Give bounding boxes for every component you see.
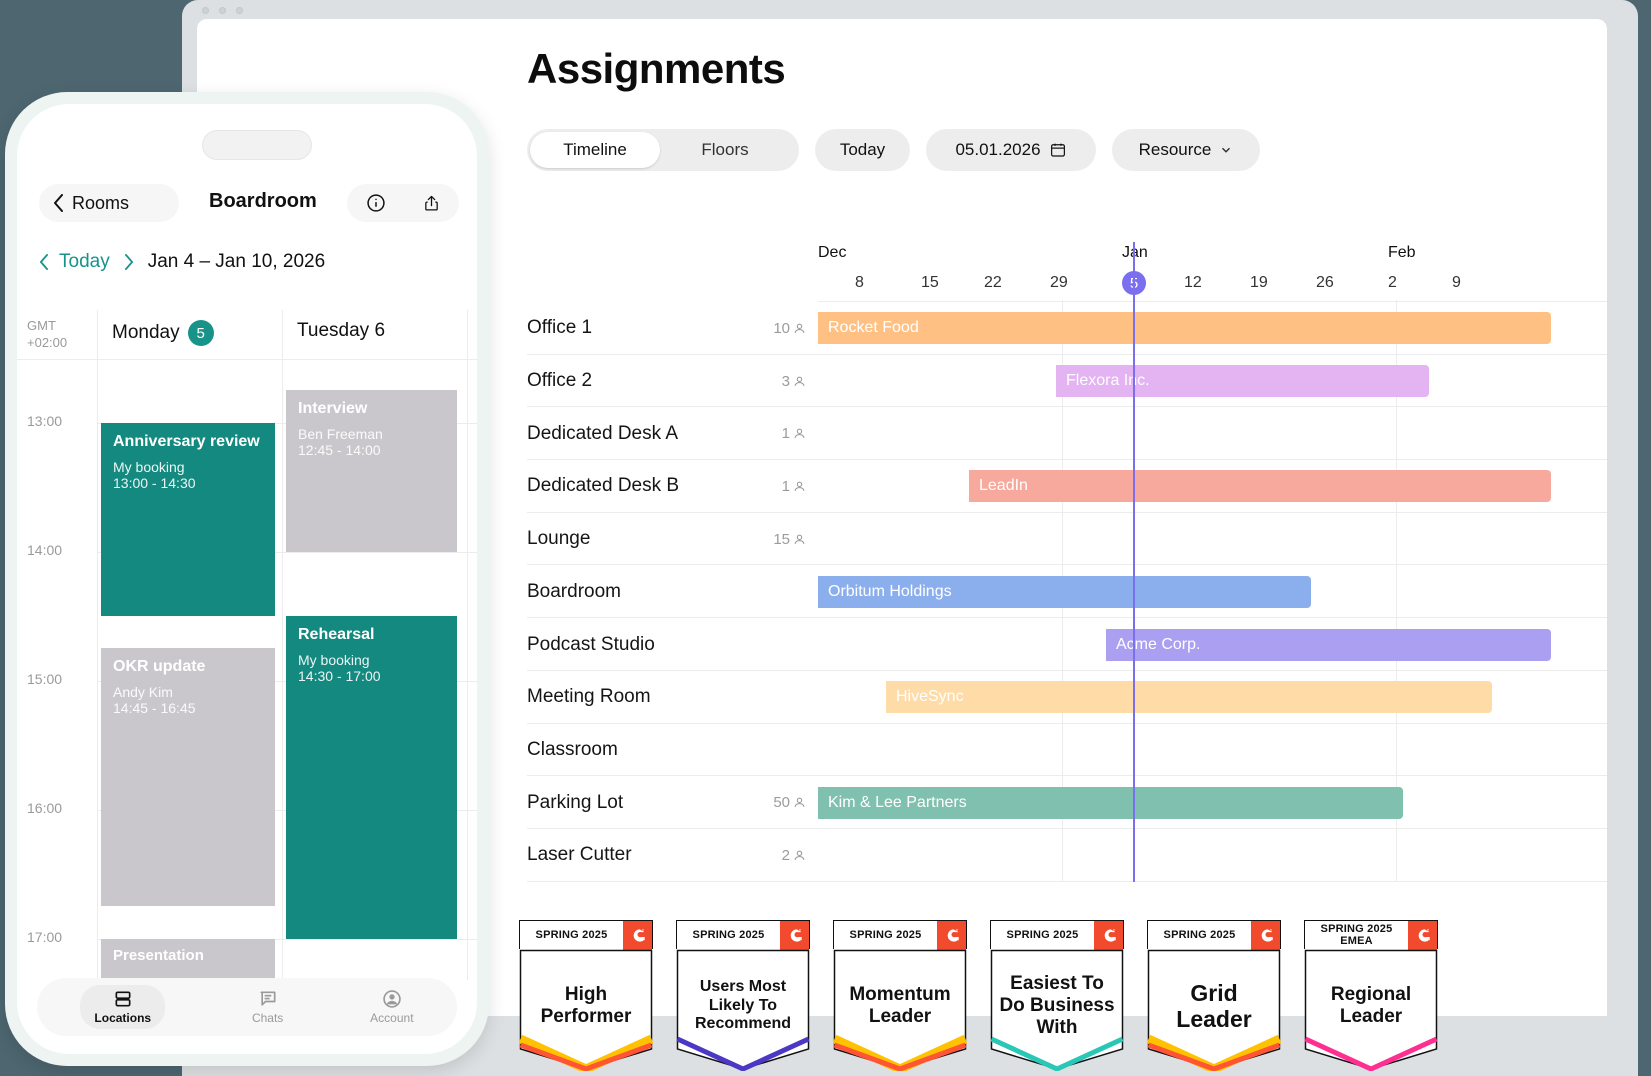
svg-text:2: 2 bbox=[642, 929, 644, 933]
svg-text:2: 2 bbox=[1427, 929, 1429, 933]
svg-text:2: 2 bbox=[956, 929, 958, 933]
svg-text:2: 2 bbox=[1270, 929, 1272, 933]
svg-text:2: 2 bbox=[799, 929, 801, 933]
svg-text:2: 2 bbox=[1113, 929, 1115, 933]
